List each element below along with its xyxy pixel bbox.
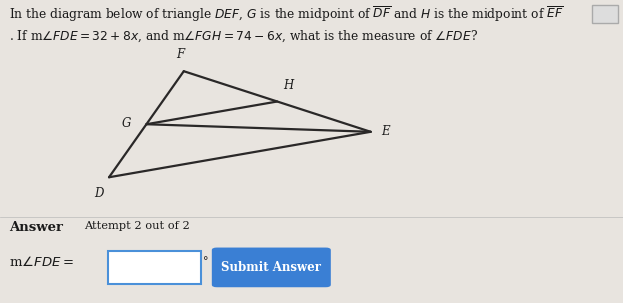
Text: °: ° [203,257,209,267]
Text: . If m$\angle FDE = 32 + 8x$, and m$\angle FGH = 74 - 6x$, what is the measure o: . If m$\angle FDE = 32 + 8x$, and m$\ang… [9,29,478,44]
Text: m$\angle FDE =$: m$\angle FDE =$ [9,255,74,269]
Text: In the diagram below of triangle $DEF$, $G$ is the midpoint of $\overline{DF}$ a: In the diagram below of triangle $DEF$, … [9,5,564,24]
Text: Attempt 2 out of 2: Attempt 2 out of 2 [84,221,190,231]
Text: H: H [283,78,293,92]
FancyBboxPatch shape [592,5,618,23]
Text: E: E [381,125,390,138]
Text: F: F [176,48,185,61]
FancyBboxPatch shape [212,248,331,287]
FancyBboxPatch shape [108,251,201,284]
Text: D: D [93,187,103,200]
Text: Answer: Answer [9,221,64,234]
FancyBboxPatch shape [0,0,623,218]
FancyBboxPatch shape [0,218,623,303]
Text: G: G [121,117,131,130]
Text: Submit Answer: Submit Answer [221,261,321,274]
